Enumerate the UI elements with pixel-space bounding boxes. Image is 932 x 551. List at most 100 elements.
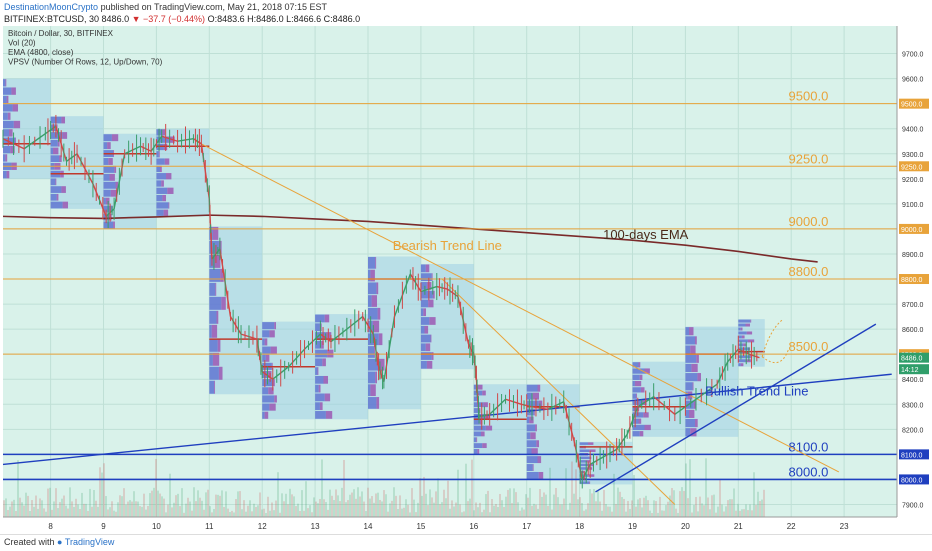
volume-profile-row-down xyxy=(265,354,270,362)
ema-line xyxy=(2,214,818,263)
volume-profile-row-down xyxy=(12,104,18,112)
volume-profile-row-down xyxy=(264,338,268,346)
volume-profile-row-down xyxy=(432,290,435,299)
volume-profile-row-up xyxy=(103,158,109,165)
volume-profile-row-down xyxy=(273,379,275,387)
volume-profile-row-up xyxy=(156,151,159,158)
volume-profile-row-up xyxy=(685,354,697,363)
volume-profile-row-down xyxy=(530,432,536,440)
volume-profile-row-down xyxy=(590,456,592,460)
projection-path xyxy=(761,348,790,364)
volume-profile-row-down xyxy=(164,158,170,165)
volume-profile-row-up xyxy=(738,323,746,327)
level-label: 8800.0 xyxy=(789,264,829,279)
volume-profile-row-down xyxy=(168,202,170,209)
level-label: 8500.0 xyxy=(789,339,829,354)
volume-profile-row-down xyxy=(372,320,380,333)
volume-profile-row-up xyxy=(368,397,377,409)
volume-profile-row-up xyxy=(262,346,271,354)
volume-profile-row-up xyxy=(50,186,62,193)
annotation-label: Bullish Trend Line xyxy=(705,384,808,399)
footer-text: Created with ● TradingView xyxy=(4,537,114,547)
volume-profile-row-down xyxy=(537,384,541,392)
time-axis-tick: 15 xyxy=(416,522,425,531)
volume-profile-row-up xyxy=(209,310,217,324)
volume-profile-row-up xyxy=(738,363,741,367)
volume-profile-row-down xyxy=(113,221,115,229)
volume-profile-row-up xyxy=(368,346,375,358)
volume-profile-row-down xyxy=(322,358,326,367)
price-axis-tick: 9100.0 xyxy=(902,202,924,209)
volume-profile-row-up xyxy=(526,471,539,479)
volume-profile-row-up xyxy=(3,104,13,112)
volume-profile-row-down xyxy=(319,402,323,411)
level-label: 9500.0 xyxy=(789,89,829,104)
volume-profile-row-up xyxy=(368,384,371,397)
price-axis-level-text: 8800.0 xyxy=(901,277,923,284)
volume-profile-row-down xyxy=(639,431,644,437)
volume-profile-row-up xyxy=(526,464,533,471)
volume-profile-row-up xyxy=(738,331,747,335)
volume-profile-row-up xyxy=(156,194,163,202)
volume-profile-row-down xyxy=(482,390,486,396)
volume-profile-row-down xyxy=(639,374,643,380)
volume-profile-row-down xyxy=(11,87,16,95)
volume-profile-row-up xyxy=(420,352,432,360)
volume-profile-row-up xyxy=(3,95,7,104)
volume-profile-row-up xyxy=(632,368,645,374)
time-axis-tick: 23 xyxy=(840,522,849,531)
volume-profile-row-down xyxy=(640,387,645,393)
volume-profile-row-up xyxy=(262,338,265,346)
volume-profile-row-down xyxy=(423,308,427,317)
symbol-name: BITFINEX:BTCUSD, 30 xyxy=(4,14,100,24)
volume-profile-row-down xyxy=(638,362,641,368)
volume-profile-row-up xyxy=(103,134,112,142)
volume-profile-row-down xyxy=(690,428,697,437)
volume-profile-row-down xyxy=(61,186,66,193)
volume-profile-row-down xyxy=(56,193,59,201)
volume-profile-row-down xyxy=(111,134,119,142)
volume-profile-row-up xyxy=(103,165,115,173)
price-axis-level-tag xyxy=(899,449,929,460)
volume-profile-row-up xyxy=(685,373,698,382)
volume-profile-row-up xyxy=(209,324,212,338)
volume-profile-row-up xyxy=(3,154,6,162)
volume-profile-row-up xyxy=(738,327,741,331)
time-axis-tick: 19 xyxy=(628,522,637,531)
volume-profile-row-up xyxy=(50,178,56,186)
volume-profile-row-down xyxy=(374,346,375,358)
volume-profile-row-up xyxy=(315,393,325,402)
volume-profile-row-up xyxy=(103,142,108,150)
tradingview-brand[interactable]: TradingView xyxy=(64,537,115,547)
volume-profile-row-up xyxy=(262,403,270,411)
volume-profile-row-down xyxy=(274,322,277,330)
volume-profile-row-down xyxy=(57,139,60,147)
volume-profile-row-down xyxy=(695,418,698,428)
volume-profile-row-down xyxy=(269,330,275,338)
volume-profile-row-up xyxy=(738,335,742,339)
price-axis-level-text: 9250.0 xyxy=(901,164,923,171)
time-axis-tick: 16 xyxy=(469,522,478,531)
price-chart[interactable]: 9500.0 9250.0 9000.0 8800.0 8500.0 8100.0 8000… xyxy=(0,26,932,534)
price-axis-level-text: 8000.0 xyxy=(901,477,923,484)
volume-profile-row-down xyxy=(166,173,172,180)
volume-profile-row-up xyxy=(315,358,323,367)
volume-profile-row-up xyxy=(368,282,377,295)
price-axis-tick: 9600.0 xyxy=(902,77,924,84)
volume-profile-row-down xyxy=(268,387,274,395)
volume-profile-row-up xyxy=(315,323,320,332)
volume-profile-row-down xyxy=(634,380,642,387)
volume-profile-row-up xyxy=(103,213,108,221)
volume-profile-row-down xyxy=(638,418,642,424)
tradingview-logo-icon[interactable]: ● xyxy=(57,537,63,547)
volume-profile-row-down xyxy=(538,471,544,479)
volume-profile-row-down xyxy=(428,299,434,308)
volume-profile-row-up xyxy=(685,400,694,409)
volume-profile-row-up xyxy=(420,343,426,352)
author-link[interactable]: DestinationMoonCrypto xyxy=(4,2,99,12)
volume-profile-row-down xyxy=(531,448,538,456)
published-text: published on TradingView.com, May 21, 20… xyxy=(100,2,328,12)
volume-profile-row-up xyxy=(473,408,479,413)
volume-profile-row-up xyxy=(526,448,532,456)
time-axis-tick: 10 xyxy=(152,522,161,531)
